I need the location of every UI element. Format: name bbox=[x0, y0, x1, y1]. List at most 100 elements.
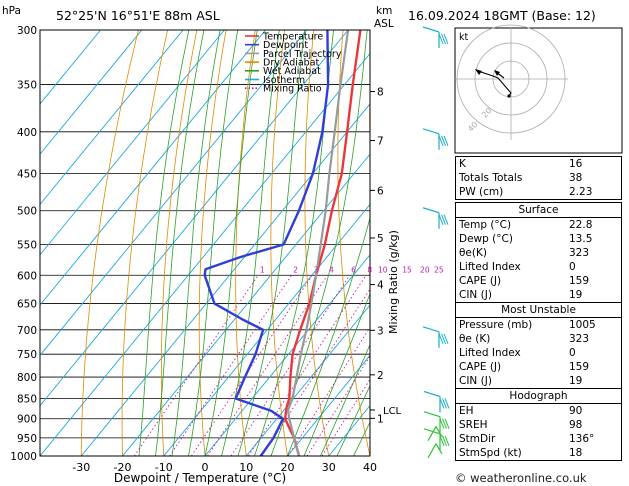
series-dewpoint bbox=[203, 30, 330, 456]
surface-row: Lifted Index 0 bbox=[459, 261, 576, 273]
temperature-tick-label: 10 bbox=[239, 461, 253, 474]
wet-adiabat bbox=[237, 30, 305, 456]
dry-adiabat bbox=[198, 30, 227, 456]
pressure-unit: hPa bbox=[2, 5, 21, 17]
temperature-tick-label: -30 bbox=[72, 461, 90, 474]
mixing-ratio-label: 20 bbox=[420, 265, 430, 274]
mixing-ratio-label: 25 bbox=[434, 265, 444, 274]
hodograph-table: Hodograph EH 90 SREH 98 StmDir 136° StmSpd … bbox=[456, 388, 621, 460]
mixing-ratio-label: 6 bbox=[351, 265, 356, 274]
isotherm bbox=[163, 203, 370, 456]
pressure-tick-label: 750 bbox=[17, 349, 37, 361]
wet-adiabat bbox=[287, 216, 370, 456]
km-tick-label: 3 bbox=[377, 325, 384, 337]
km-tick-label: 1 bbox=[377, 413, 384, 425]
legend-entry: Mixing Ratio bbox=[263, 84, 322, 95]
km-tick-label: 6 bbox=[377, 185, 384, 197]
legend-entry: Isotherm bbox=[263, 75, 305, 86]
mixing-ratio-label: 1 bbox=[260, 265, 265, 274]
mixing-ratio-line bbox=[169, 275, 292, 456]
mixing-ratio-line bbox=[248, 275, 367, 456]
mu-row: Lifted Index 0 bbox=[459, 347, 576, 359]
legend-entry: Dry Adiabat bbox=[263, 58, 320, 69]
pressure-tick-label: 600 bbox=[17, 270, 37, 282]
temperature-tick-label: 0 bbox=[202, 461, 209, 474]
mixing-ratio-line bbox=[287, 326, 370, 456]
most-unstable-table: Most Unstable Pressure (mb) 1005 θe (K) 32… bbox=[456, 302, 621, 388]
wind-barb-icon bbox=[422, 128, 449, 150]
hodograph-trace bbox=[475, 69, 512, 98]
dry-adiabat bbox=[80, 30, 139, 456]
hodograph-title: Hodograph bbox=[456, 389, 621, 404]
km-tick-label: 2 bbox=[377, 370, 384, 382]
surface-row: CAPE (J) 159 bbox=[459, 275, 590, 287]
wet-adiabat bbox=[221, 30, 280, 456]
height-unit-asl: ASL bbox=[374, 18, 394, 30]
index-row-pw: PW (cm) 2.23 bbox=[459, 186, 593, 198]
pressure-tick-label: 800 bbox=[17, 372, 37, 384]
surface-row: CIN (J) 19 bbox=[459, 289, 583, 301]
index-row-totals: Totals Totals 38 bbox=[459, 172, 583, 184]
temperature-tick-label: -20 bbox=[114, 461, 132, 474]
isotherm bbox=[40, 30, 143, 155]
km-tick-label: 4 bbox=[377, 280, 384, 292]
most-unstable-title: Most Unstable bbox=[456, 303, 621, 318]
wet-adiabat bbox=[320, 343, 370, 456]
dry-adiabat bbox=[121, 30, 168, 456]
temperature-tick-label: 30 bbox=[322, 461, 336, 474]
pressure-tick-label: 900 bbox=[17, 414, 37, 426]
hodograph-unit: kt bbox=[459, 32, 469, 43]
mu-row: Pressure (mb) 1005 bbox=[459, 319, 596, 331]
mixing-ratio-label: 2 bbox=[293, 265, 298, 274]
legend-entry: Parcel Trajectory bbox=[263, 49, 342, 60]
pressure-tick-label: 350 bbox=[17, 80, 37, 92]
isotherm bbox=[40, 30, 101, 105]
series-parcel-trajectory bbox=[287, 30, 350, 456]
mixing-ratio-line bbox=[133, 275, 259, 456]
mixing-ratio-line bbox=[321, 378, 370, 456]
mixing-ratio-axis-label: Mixing Ratio (g/kg) bbox=[387, 230, 400, 334]
mixing-ratio-label: 10 bbox=[378, 265, 388, 274]
plot-frame bbox=[39, 29, 371, 457]
wind-barb-icon bbox=[422, 207, 449, 229]
mixing-ratio-line bbox=[191, 275, 313, 456]
location-label: 52°25'N 16°51'E 88m ASL bbox=[56, 8, 220, 23]
isotherm bbox=[80, 103, 370, 456]
mixing-ratio-label: 15 bbox=[402, 265, 412, 274]
datetime-label: 16.09.2024 18GMT (Base: 12) bbox=[408, 8, 596, 23]
isotherm bbox=[40, 30, 184, 206]
pressure-tick-label: 950 bbox=[17, 433, 37, 445]
series-temperature bbox=[283, 30, 362, 456]
mu-row: CAPE (J) 159 bbox=[459, 361, 590, 373]
pressure-tick-label: 650 bbox=[17, 299, 37, 311]
wind-barb-icon bbox=[423, 390, 450, 413]
wet-adiabat bbox=[155, 30, 205, 456]
hodo-row: StmDir 136° bbox=[459, 433, 595, 445]
wet-adiabat bbox=[171, 30, 221, 456]
dry-adiabat bbox=[235, 30, 256, 456]
dry-adiabat bbox=[337, 30, 370, 456]
legend-entry: Wet Adiabat bbox=[263, 66, 321, 77]
pressure-tick-label: 1000 bbox=[10, 451, 37, 463]
mu-row: CIN (J) 19 bbox=[459, 375, 583, 387]
mixing-ratio-label: 4 bbox=[329, 265, 334, 274]
mixing-ratio-line bbox=[207, 275, 328, 456]
index-row-k: K 16 bbox=[459, 158, 583, 170]
temperature-tick-label: -10 bbox=[155, 461, 173, 474]
wind-barb-icon bbox=[423, 428, 450, 459]
surface-title: Surface bbox=[456, 203, 621, 218]
mu-row: θe (K) 323 bbox=[459, 333, 590, 345]
indices-table: K 16 Totals Totals 38 PW (cm) 2.23 bbox=[455, 156, 622, 200]
temperature-tick-label: 40 bbox=[363, 461, 377, 474]
surface-row: θe(K) 323 bbox=[459, 247, 590, 259]
pressure-tick-label: 300 bbox=[17, 25, 37, 37]
legend-entry: Temperature bbox=[262, 31, 323, 42]
pressure-tick-label: 400 bbox=[17, 127, 37, 139]
hodo-row: EH 90 bbox=[459, 405, 583, 417]
hodo-row: StmSpd (kt) 18 bbox=[459, 447, 583, 459]
wind-barb-icon bbox=[422, 326, 449, 348]
legend-entry: Dewpoint bbox=[263, 40, 308, 51]
wet-adiabat bbox=[204, 30, 258, 456]
surface-row: Temp (°C) 22.8 bbox=[459, 219, 593, 231]
